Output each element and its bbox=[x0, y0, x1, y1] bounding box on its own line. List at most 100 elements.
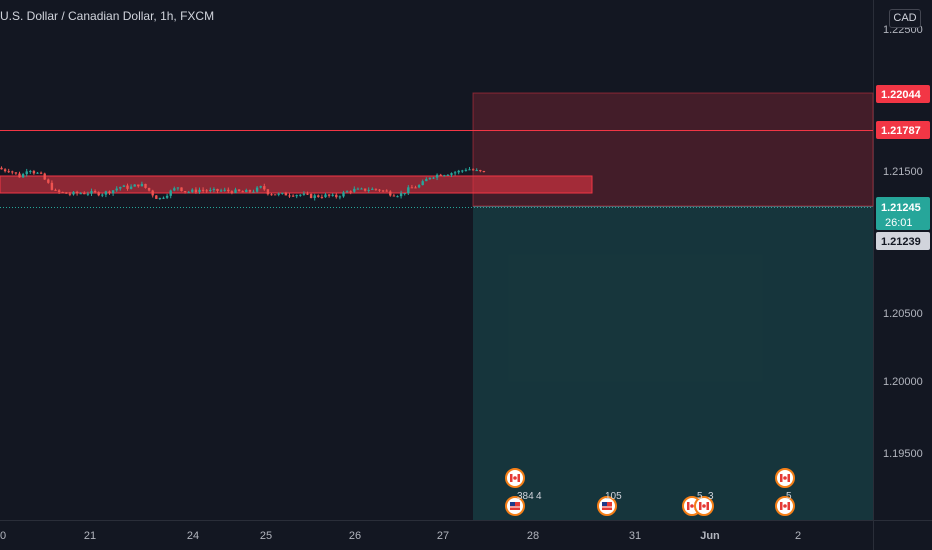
event-count: 384 bbox=[517, 491, 534, 502]
candle-body bbox=[140, 183, 144, 187]
candle-body bbox=[47, 179, 50, 183]
candle-body bbox=[147, 187, 151, 191]
x-tick-label: 24 bbox=[187, 530, 199, 542]
candle-body bbox=[252, 191, 255, 193]
candle-body bbox=[104, 191, 108, 195]
candle-body bbox=[201, 189, 205, 191]
resistance-price-label-tag[interactable] bbox=[876, 121, 930, 139]
y-tick-label: 1.20000 bbox=[883, 376, 923, 388]
candle-body bbox=[259, 186, 262, 188]
candle-body bbox=[43, 173, 46, 180]
candle-body bbox=[273, 194, 277, 196]
price-axis[interactable] bbox=[873, 0, 932, 550]
candle-body bbox=[281, 192, 284, 194]
x-tick-label: 27 bbox=[437, 530, 449, 542]
canada-flag-band bbox=[787, 502, 790, 510]
canada-flag-band bbox=[706, 502, 709, 510]
event-count: 105 bbox=[605, 491, 622, 502]
candle-body bbox=[288, 195, 291, 197]
candle-body bbox=[115, 188, 118, 191]
candle-body bbox=[277, 193, 280, 195]
stop-price-label-tag[interactable] bbox=[876, 85, 930, 103]
candle-body bbox=[0, 167, 3, 170]
candle-body bbox=[191, 189, 194, 192]
candle-body bbox=[97, 192, 100, 196]
candle-body bbox=[230, 191, 234, 194]
candle-body bbox=[428, 177, 432, 180]
candle-body bbox=[223, 189, 226, 191]
candle-body bbox=[338, 196, 342, 198]
candle-body bbox=[320, 196, 324, 198]
candle-body bbox=[403, 193, 406, 195]
countdown-label: 26:01 bbox=[885, 217, 913, 229]
resistance-zone[interactable] bbox=[0, 175, 593, 194]
candle-body bbox=[248, 190, 252, 192]
candle-body bbox=[129, 186, 133, 189]
candle-body bbox=[11, 171, 14, 173]
candle-body bbox=[216, 188, 219, 191]
candle-body bbox=[245, 190, 248, 193]
candle-body bbox=[25, 171, 28, 175]
candle-body bbox=[381, 190, 385, 192]
candle-body bbox=[169, 190, 172, 196]
candle-body bbox=[79, 193, 82, 195]
candle-body bbox=[299, 194, 302, 196]
candle-body bbox=[468, 169, 471, 171]
candle-body bbox=[36, 172, 39, 174]
candle-body bbox=[176, 187, 180, 189]
candle-body bbox=[443, 175, 446, 177]
candle-body bbox=[32, 171, 36, 174]
candle-body bbox=[457, 170, 460, 173]
event-count: 3 bbox=[708, 491, 714, 502]
candle-body bbox=[461, 170, 464, 172]
candle-body bbox=[151, 190, 154, 196]
candle-body bbox=[209, 189, 212, 192]
candle-body bbox=[378, 189, 381, 191]
candle-body bbox=[108, 191, 111, 194]
candle-body bbox=[255, 187, 259, 192]
candle-body bbox=[205, 190, 208, 192]
maple-leaf-icon bbox=[783, 504, 787, 508]
candle-body bbox=[212, 188, 216, 190]
candle-body bbox=[363, 188, 367, 191]
candle-body bbox=[68, 193, 72, 195]
candle-body bbox=[345, 191, 349, 193]
candle-body bbox=[374, 188, 378, 190]
candle-body bbox=[187, 191, 190, 193]
y-tick-label: 1.20500 bbox=[883, 308, 923, 320]
entry-price-label-tag[interactable] bbox=[876, 232, 930, 250]
stop-loss-zone[interactable] bbox=[472, 92, 874, 207]
candle-body bbox=[227, 189, 230, 192]
candle-body bbox=[335, 194, 338, 198]
current-price-tag[interactable] bbox=[876, 197, 930, 230]
take-profit-zone[interactable] bbox=[473, 206, 873, 520]
candle-body bbox=[101, 194, 104, 196]
candle-body bbox=[219, 190, 223, 192]
currency-button[interactable]: CAD bbox=[889, 9, 921, 28]
candle-body bbox=[446, 174, 450, 176]
candle-body bbox=[324, 194, 327, 198]
x-tick-label: 2 bbox=[795, 530, 801, 542]
candle-body bbox=[479, 170, 482, 172]
candle-body bbox=[180, 187, 183, 192]
candle-body bbox=[57, 190, 61, 192]
candle-body bbox=[50, 182, 54, 190]
candle-body bbox=[162, 197, 165, 199]
candle-body bbox=[90, 191, 93, 194]
candle-body bbox=[353, 188, 356, 192]
candle-body bbox=[471, 169, 475, 171]
candle-body bbox=[450, 173, 453, 175]
candle-body bbox=[263, 186, 266, 190]
candle-body bbox=[371, 188, 374, 190]
candle-body bbox=[234, 189, 237, 194]
candles[interactable] bbox=[0, 166, 486, 201]
maple-leaf-icon bbox=[783, 476, 787, 480]
candle-body bbox=[399, 193, 403, 197]
candle-body bbox=[237, 189, 241, 192]
candle-body bbox=[3, 169, 7, 172]
candle-body bbox=[432, 177, 435, 179]
candle-body bbox=[183, 191, 187, 193]
candle-body bbox=[313, 195, 316, 198]
